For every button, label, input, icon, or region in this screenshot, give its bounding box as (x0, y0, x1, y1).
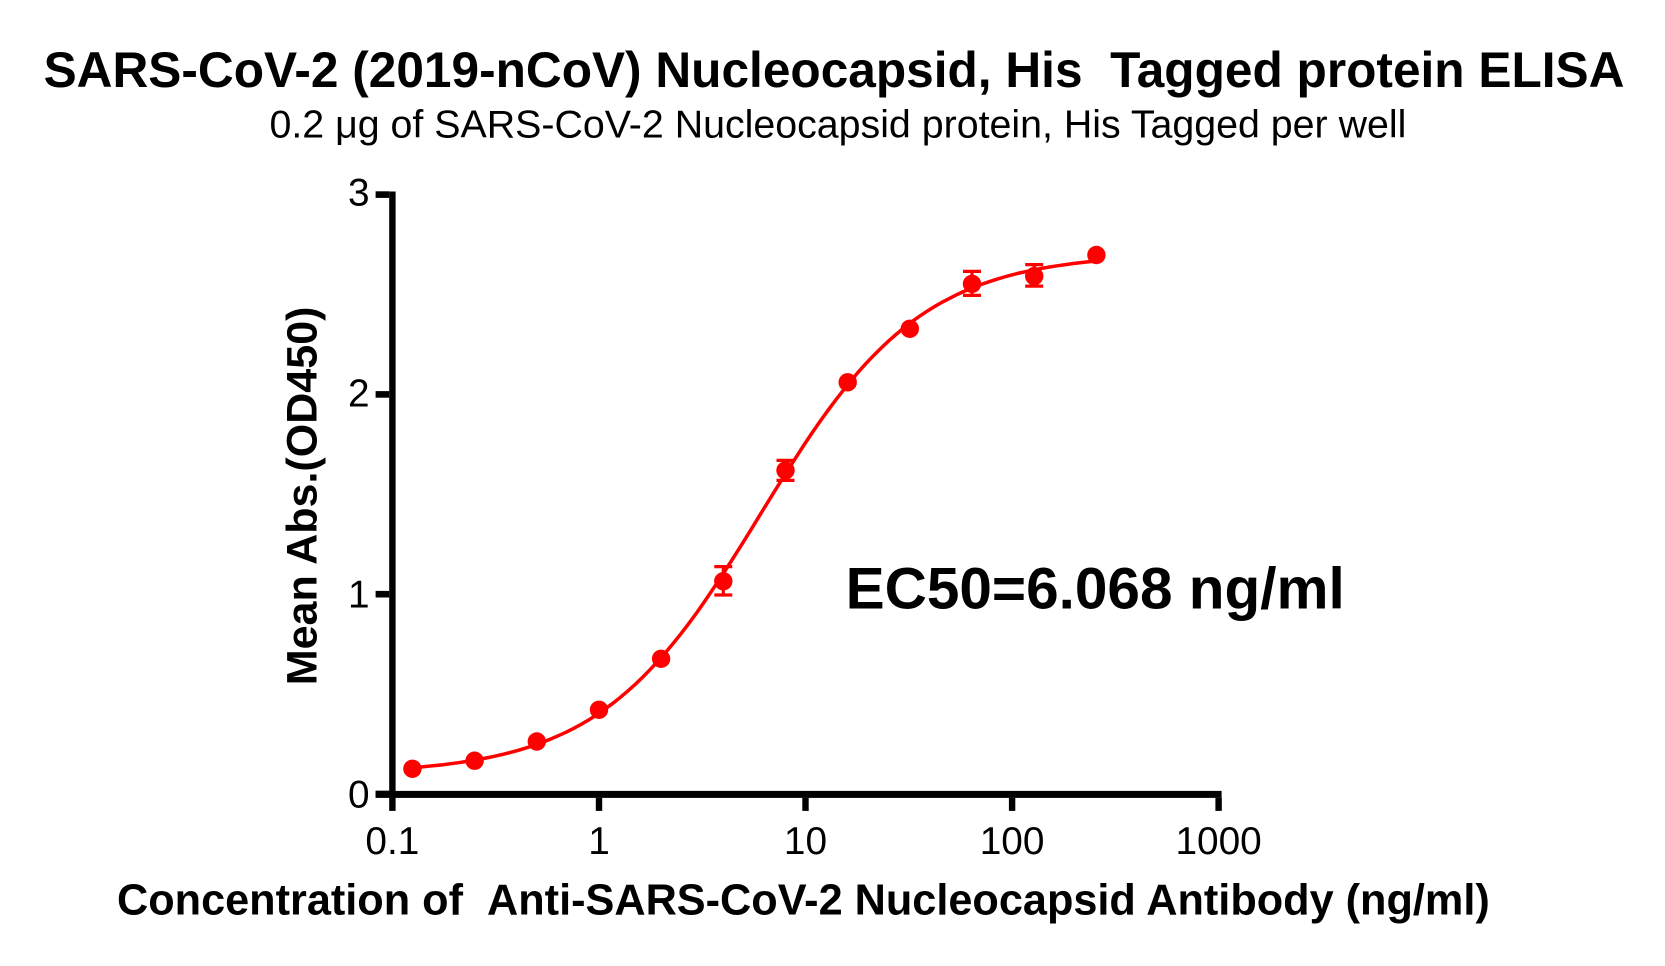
svg-text:1: 1 (588, 820, 610, 863)
svg-text:SARS-CoV-2 (2019-nCoV) Nucleoc: SARS-CoV-2 (2019-nCoV) Nucleocapsid, His… (44, 42, 1625, 98)
svg-text:0.2 μg of SARS-CoV-2 Nucleocap: 0.2 μg of SARS-CoV-2 Nucleocapsid protei… (270, 103, 1407, 147)
svg-text:10: 10 (784, 820, 827, 863)
svg-text:2: 2 (348, 373, 370, 416)
svg-text:Concentration of Anti-SARS-Co: Concentration of Anti-SARS-CoV-2 Nucleoc… (117, 876, 1490, 924)
svg-text:1: 1 (348, 574, 370, 617)
svg-text:EC50=6.068 ng/ml: EC50=6.068 ng/ml (846, 557, 1345, 622)
svg-text:3: 3 (348, 172, 370, 215)
svg-text:0: 0 (348, 773, 370, 816)
svg-text:100: 100 (980, 820, 1045, 863)
svg-text:Mean Abs.(OD450): Mean Abs.(OD450) (279, 307, 327, 686)
svg-text:1000: 1000 (1175, 820, 1261, 863)
svg-text:0.1: 0.1 (365, 820, 419, 863)
